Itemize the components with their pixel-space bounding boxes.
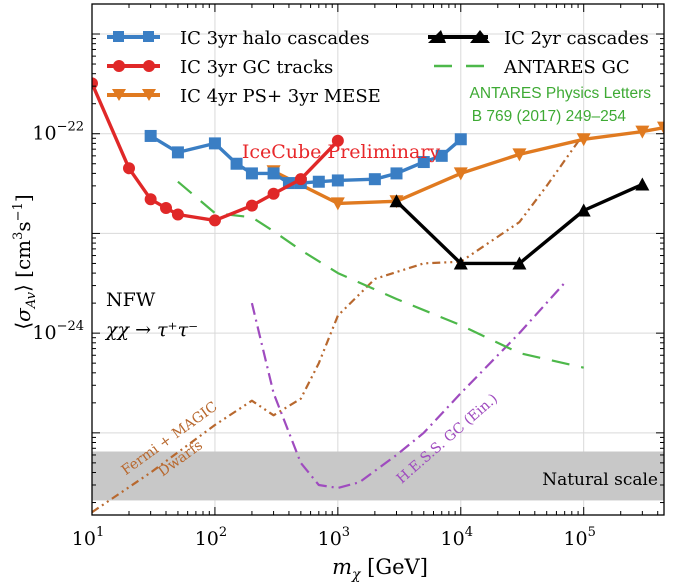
x-tick-label: 103	[318, 525, 350, 550]
axis-ticks: 101 102 103 104 105 10−22 10−24	[32, 3, 664, 550]
legend-label-halo-cascades: IC 3yr halo cascades	[180, 28, 369, 49]
x-axis-label: mχ [GeV]	[332, 555, 428, 582]
y-axis-label: ⟨σAv⟩ [cm3s−1]	[11, 194, 39, 329]
series-antares-gc	[177, 180, 584, 369]
channel-label: χχ → τ⁺τ⁻	[104, 319, 198, 341]
data-point	[389, 194, 404, 208]
natural-scale-band	[92, 451, 664, 501]
data-point	[160, 201, 173, 214]
legend-item-ps-mese: IC 4yr PS+ 3yr MESE	[107, 86, 381, 107]
data-point	[208, 214, 221, 227]
data-point	[453, 167, 468, 181]
series-ic-4yr-ps-3yr-mese	[266, 121, 664, 211]
legend-label-ps-mese: IC 4yr PS+ 3yr MESE	[180, 86, 381, 107]
x-tick-label: 101	[72, 525, 104, 550]
data-point	[171, 208, 184, 221]
data-point	[635, 177, 650, 191]
legend-label-antares: ANTARES GC	[503, 57, 630, 78]
data-point	[245, 199, 258, 212]
data-point	[635, 125, 650, 139]
legend-item-antares: ANTARES GC	[434, 57, 630, 78]
data-point	[390, 167, 403, 180]
icecube-preliminary-label: IceCube Preliminary	[242, 141, 441, 163]
legend-item-2yr-cascades: IC 2yr cascades	[428, 28, 649, 49]
legend-label-2yr-cascades: IC 2yr cascades	[504, 28, 649, 49]
series-line-fermi-magic-dwarfs	[92, 133, 585, 514]
plot-frame	[91, 3, 665, 516]
data-point	[294, 173, 307, 186]
antares-reference-line1: ANTARES Physics Letters	[470, 85, 652, 102]
data-point	[331, 134, 344, 147]
data-point	[331, 174, 344, 187]
x-tick-label: 105	[563, 525, 595, 550]
series-ic-2yr-cascades	[389, 177, 650, 270]
data-point	[576, 133, 591, 147]
y-tick-label: 10−24	[32, 319, 84, 344]
data-point	[312, 175, 325, 188]
data-point	[657, 121, 664, 135]
series-fermi-magic-dwarfs	[92, 133, 585, 514]
data-point	[267, 167, 280, 180]
antares-reference-line2: B 769 (2017) 249–254	[472, 108, 627, 125]
legend-item-gc-tracks: IC 3yr GC tracks	[107, 57, 333, 78]
legend: IC 3yr halo cascades IC 3yr GC tracks IC…	[107, 28, 649, 107]
series-line-ic-3yr-gc-tracks	[92, 82, 340, 223]
legend-item-halo-cascades: IC 3yr halo cascades	[107, 28, 369, 49]
data-point	[435, 149, 448, 162]
data-point	[512, 148, 527, 162]
series-line-antares-gc	[177, 180, 584, 369]
data-point	[208, 137, 221, 150]
svg-text:⟨σAv⟩ [cm3s−1]: ⟨σAv⟩ [cm3s−1]	[11, 194, 39, 329]
natural-scale-label: Natural scale	[542, 470, 658, 490]
legend-label-gc-tracks: IC 3yr GC tracks	[180, 57, 333, 78]
data-point	[144, 193, 157, 206]
data-point	[512, 256, 527, 270]
data-point	[171, 146, 184, 159]
data-point	[330, 197, 345, 211]
data-point	[144, 129, 157, 142]
data-point	[230, 157, 243, 170]
series-layer	[92, 77, 664, 514]
data-point	[417, 156, 430, 169]
x-tick-label: 104	[441, 525, 473, 550]
series-ic-3yr-gc-tracks	[92, 77, 344, 227]
series-line-ic-4yr-ps-3yr-mese	[272, 126, 664, 206]
series-line-ic-2yr-cascades	[395, 182, 644, 266]
data-point	[576, 203, 591, 217]
data-point	[123, 162, 136, 175]
halo-profile-label: NFW	[106, 289, 156, 311]
data-point	[368, 173, 381, 186]
data-point	[453, 256, 468, 270]
x-tick-label: 102	[195, 525, 227, 550]
data-point	[267, 187, 280, 200]
y-tick-label: 10−22	[32, 120, 84, 145]
data-point	[454, 133, 467, 146]
grid	[91, 4, 664, 515]
data-point	[245, 167, 258, 180]
